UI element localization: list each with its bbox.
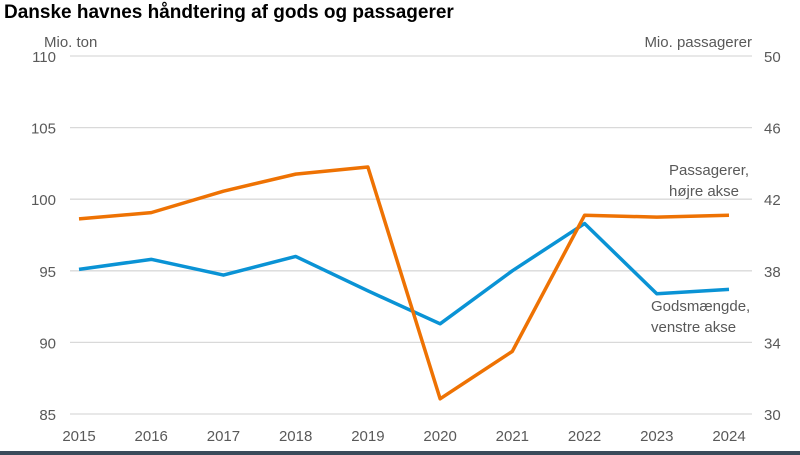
x-tick-label: 2015 — [62, 428, 95, 445]
x-tick-label: 2019 — [351, 428, 384, 445]
right-axis-label: Mio. passagerer — [644, 34, 752, 51]
right-tick-label: 42 — [764, 192, 781, 209]
x-tick-label: 2024 — [712, 428, 745, 445]
left-tick-label: 95 — [39, 264, 56, 281]
series-annotation: venstre akse — [651, 319, 736, 336]
series-annotation: højre akse — [669, 183, 739, 200]
x-tick-label: 2017 — [207, 428, 240, 445]
left-axis-label: Mio. ton — [44, 34, 97, 51]
x-tick-label: 2023 — [640, 428, 673, 445]
right-tick-label: 34 — [764, 335, 781, 352]
x-tick-label: 2021 — [496, 428, 529, 445]
left-tick-label: 110 — [32, 49, 56, 66]
right-tick-label: 38 — [764, 264, 781, 281]
x-tick-label: 2016 — [135, 428, 168, 445]
x-tick-label: 2020 — [423, 428, 456, 445]
left-tick-label: 85 — [39, 407, 56, 424]
series-line-passagerer — [78, 165, 730, 401]
x-tick-label: 2022 — [568, 428, 601, 445]
left-tick-label: 100 — [31, 192, 56, 209]
right-tick-label: 46 — [764, 121, 781, 138]
right-tick-label: 50 — [764, 49, 781, 66]
chart-title: Danske havnes håndtering af gods og pass… — [4, 2, 454, 23]
series-line-gods — [78, 221, 730, 326]
bottom-border — [0, 451, 800, 455]
left-tick-label: 90 — [39, 335, 56, 352]
x-tick-label: 2018 — [279, 428, 312, 445]
right-tick-label: 30 — [764, 407, 781, 424]
series-annotation: Passagerer, — [669, 162, 749, 179]
left-tick-label: 105 — [31, 121, 56, 138]
series-annotation: Godsmængde, — [651, 298, 750, 315]
